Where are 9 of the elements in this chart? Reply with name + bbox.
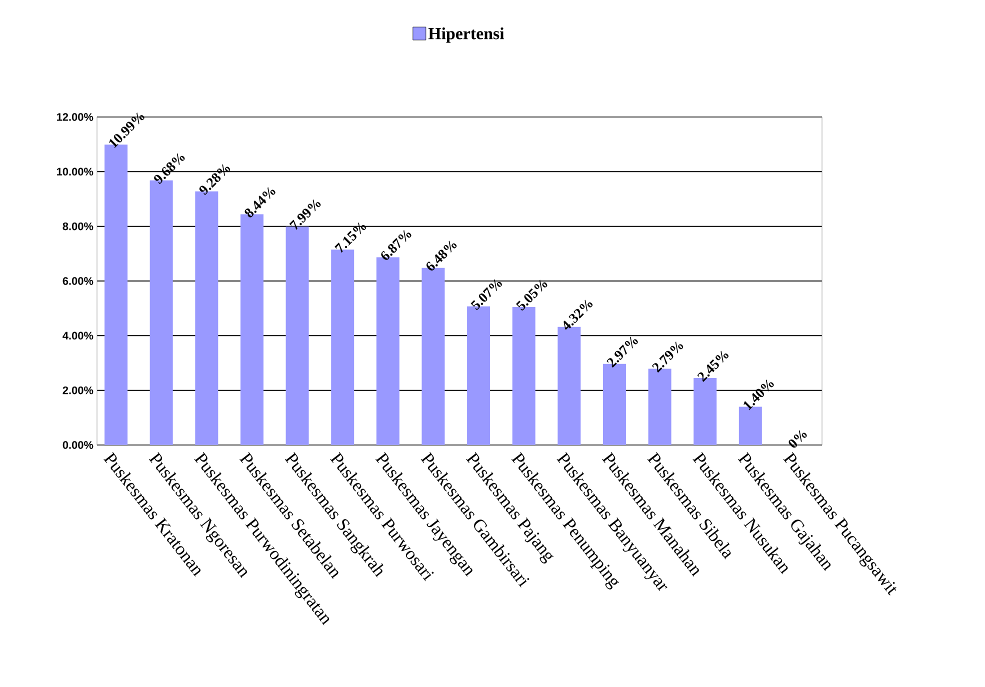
data-label: 0%: [788, 430, 807, 448]
y-tick-label: 12.00%: [57, 113, 94, 121]
y-tick-label: 10.00%: [57, 168, 94, 176]
y-tick-label: 0.00%: [62, 441, 94, 449]
y-tick-label: 8.00%: [62, 222, 94, 230]
y-tick-label: 6.00%: [62, 277, 94, 285]
legend-label: Hipertensi: [428, 27, 504, 43]
y-tick-label: 4.00%: [62, 332, 94, 340]
y-tick-label: 2.00%: [62, 386, 94, 394]
